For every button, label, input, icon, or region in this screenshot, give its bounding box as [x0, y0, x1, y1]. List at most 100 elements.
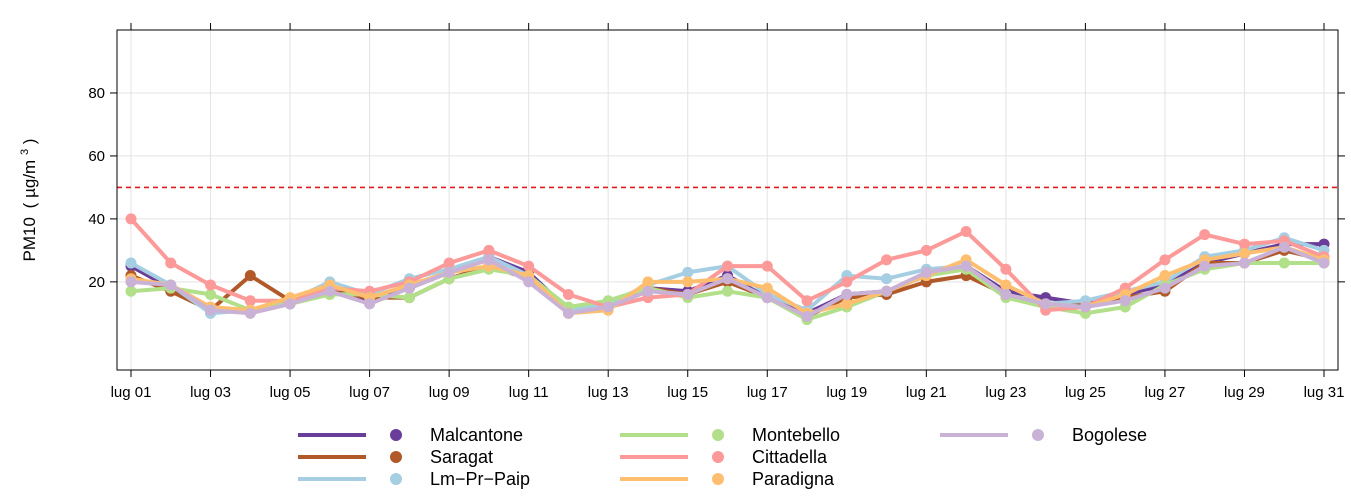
- data-point: [1278, 257, 1290, 269]
- data-point: [1199, 260, 1211, 272]
- data-point: [562, 307, 574, 319]
- x-tick-label: lug 25: [1065, 384, 1106, 401]
- x-tick-label: lug 27: [1144, 384, 1185, 401]
- data-point: [722, 260, 733, 272]
- x-tick-label: lug 23: [985, 384, 1026, 401]
- x-tick-label: lug 01: [111, 384, 152, 401]
- data-point: [722, 273, 733, 285]
- data-point: [881, 254, 893, 266]
- data-point: [523, 276, 535, 288]
- data-point: [682, 266, 694, 278]
- data-point: [165, 279, 177, 291]
- legend-item: Paradigna: [620, 469, 835, 489]
- data-point: [761, 260, 773, 272]
- grid-lines: [117, 30, 1338, 370]
- data-point: [642, 285, 654, 297]
- data-point: [244, 295, 256, 307]
- legend-point-swatch: [712, 473, 724, 485]
- data-point: [801, 310, 813, 322]
- data-point: [1000, 288, 1012, 300]
- data-point: [483, 254, 495, 266]
- data-point: [841, 276, 853, 288]
- data-point: [1159, 270, 1171, 282]
- legend-label: Bogolese: [1072, 425, 1147, 445]
- data-point: [165, 257, 177, 269]
- data-point: [244, 270, 256, 282]
- plot-frame: [116, 29, 1339, 371]
- data-point: [1000, 279, 1012, 291]
- x-tick-label: lug 29: [1224, 384, 1265, 401]
- data-point: [682, 288, 694, 300]
- legend-item: Saragat: [298, 447, 493, 467]
- x-tick-label: lug 03: [190, 384, 231, 401]
- data-point: [443, 257, 455, 269]
- legend-item: Bogolese: [940, 425, 1147, 445]
- data-point: [920, 266, 932, 278]
- series-bogolese: [125, 241, 1330, 322]
- data-point: [403, 282, 415, 294]
- data-point: [841, 288, 853, 300]
- data-point: [562, 288, 574, 300]
- legend-point-swatch: [712, 451, 724, 463]
- data-point: [642, 276, 654, 288]
- legend-label: Saragat: [430, 447, 493, 467]
- data-point: [125, 257, 137, 269]
- y-axis-label: PM10 ( µg/m 3 ): [13, 139, 39, 262]
- series-lines: [125, 213, 1330, 326]
- x-tick-label: lug 17: [747, 384, 788, 401]
- data-point: [125, 276, 137, 288]
- data-point: [125, 213, 137, 225]
- legend-item: Malcantone: [298, 425, 523, 445]
- y-tick-label: 60: [88, 148, 105, 165]
- x-tick-label: lug 11: [509, 384, 549, 401]
- legend-point-swatch: [1032, 429, 1044, 441]
- data-point: [761, 282, 773, 294]
- data-point: [125, 285, 137, 297]
- x-tick-label: lug 09: [429, 384, 470, 401]
- data-point: [443, 266, 455, 278]
- legend-item: Montebello: [620, 425, 840, 445]
- legend-point-swatch: [390, 429, 402, 441]
- data-point: [1079, 301, 1091, 313]
- y-axis-label-sup: 3: [19, 149, 31, 155]
- legend-point-swatch: [390, 451, 402, 463]
- data-point: [761, 292, 773, 304]
- y-tick-label: 20: [88, 274, 105, 291]
- legend-item: Lm−Pr−Paip: [298, 469, 530, 489]
- data-point: [801, 295, 813, 307]
- x-tick-label: lug 13: [588, 384, 629, 401]
- data-point: [1159, 254, 1171, 266]
- data-point: [1278, 241, 1290, 253]
- data-point: [205, 279, 217, 291]
- data-point: [403, 292, 415, 304]
- x-tick-label: lug 07: [349, 384, 390, 401]
- data-point: [722, 285, 733, 297]
- legend-label: Lm−Pr−Paip: [430, 469, 530, 489]
- data-point: [205, 304, 217, 316]
- data-point: [1238, 257, 1250, 269]
- data-point: [960, 260, 972, 272]
- data-point: [244, 307, 256, 319]
- data-point: [205, 288, 217, 300]
- data-point: [1119, 295, 1131, 307]
- data-point: [523, 260, 535, 272]
- data-point: [881, 273, 893, 285]
- data-point: [920, 244, 932, 256]
- data-point: [284, 298, 296, 310]
- y-tick-label: 40: [88, 211, 105, 228]
- data-point: [1159, 282, 1171, 294]
- data-point: [483, 244, 495, 256]
- y-axis-label-close: ): [20, 139, 39, 145]
- data-point: [1238, 238, 1250, 250]
- data-point: [841, 298, 853, 310]
- data-point: [602, 301, 614, 313]
- data-point: [1199, 229, 1211, 241]
- x-tick-label: lug 05: [270, 384, 311, 401]
- data-point: [1318, 257, 1330, 269]
- x-tick-label: lug 31: [1304, 384, 1345, 401]
- x-tick-label: lug 21: [906, 384, 947, 401]
- data-point: [324, 285, 336, 297]
- svg-text:PM10 ( µg/m: PM10 ( µg/m 3 ): [13, 139, 39, 262]
- data-point: [1238, 248, 1250, 260]
